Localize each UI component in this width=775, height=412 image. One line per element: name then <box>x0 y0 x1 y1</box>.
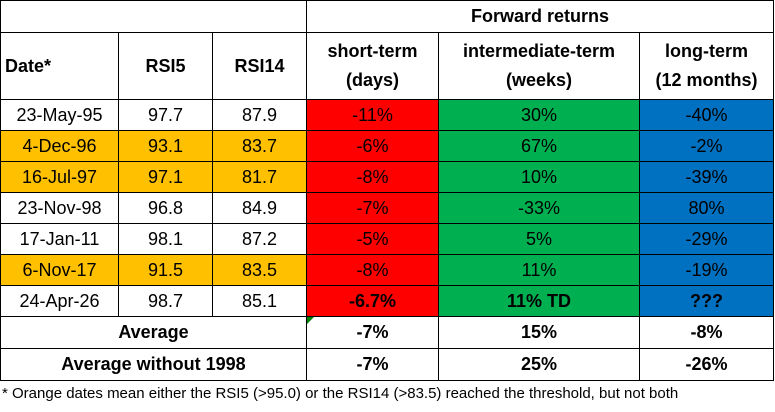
intermediate-term-return-cell: 67% <box>438 130 641 162</box>
long-term-return-cell: -29% <box>639 223 775 255</box>
date-cell: 6-Nov-17 <box>0 254 119 286</box>
short-term-return-cell: -8% <box>306 254 440 286</box>
rsi14-cell: 87.9 <box>211 99 308 131</box>
long-term-return-cell: 80% <box>639 192 775 224</box>
rsi5-column-header: RSI5 <box>118 32 213 100</box>
date-cell: 23-May-95 <box>0 99 119 131</box>
rsi-returns-table: Forward returns Date* RSI5 RSI14 short-t… <box>0 0 775 381</box>
intermediate-term-return-cell: -33% <box>438 192 641 224</box>
rsi5-cell: 93.1 <box>118 130 213 162</box>
average-short-term: -7% <box>306 316 440 349</box>
short-term-column-header: short-term (days) <box>306 32 440 100</box>
short-term-return-cell: -6% <box>306 130 440 162</box>
header-blank-cell <box>0 0 308 33</box>
date-cell: 24-Apr-26 <box>0 285 119 317</box>
short-term-return-cell: -6.7% <box>306 285 440 317</box>
intermediate-term-return-cell: 10% <box>438 161 641 193</box>
rsi14-cell: 81.7 <box>211 161 308 193</box>
date-cell: 4-Dec-96 <box>0 130 119 162</box>
table-row: 6-Nov-17 91.5 83.5 -8% 11% -19% <box>0 254 775 286</box>
date-column-header: Date* <box>0 32 119 100</box>
rsi14-cell: 85.1 <box>211 285 308 317</box>
footnote: * Orange dates mean either the RSI5 (>95… <box>2 385 679 402</box>
intermediate-term-return-cell: 11% TD <box>438 285 641 317</box>
long-term-column-header: long-term (12 months) <box>639 32 775 100</box>
long-term-return-cell: ??? <box>639 285 775 317</box>
long-term-return-cell: -39% <box>639 161 775 193</box>
short-term-return-cell: -11% <box>306 99 440 131</box>
average-ex-short-term: -7% <box>306 348 440 381</box>
average-intermediate-term: 15% <box>438 316 641 349</box>
long-term-return-cell: -40% <box>639 99 775 131</box>
short-term-return-cell: -7% <box>306 192 440 224</box>
short-term-label: short-term <box>327 41 418 61</box>
table-row: 23-May-95 97.7 87.9 -11% 30% -40% <box>0 99 775 131</box>
rsi14-cell: 84.9 <box>211 192 308 224</box>
table-row: 23-Nov-98 96.8 84.9 -7% -33% 80% <box>0 192 775 224</box>
rsi5-cell: 98.1 <box>118 223 213 255</box>
date-cell: 23-Nov-98 <box>0 192 119 224</box>
date-cell: 16-Jul-97 <box>0 161 119 193</box>
average-ex-intermediate-term: 25% <box>438 348 641 381</box>
short-term-return-cell: -5% <box>306 223 440 255</box>
date-cell: 17-Jan-11 <box>0 223 119 255</box>
intermediate-term-unit: (weeks) <box>505 70 573 90</box>
rsi5-cell: 98.7 <box>118 285 213 317</box>
rsi14-column-header: RSI14 <box>211 32 308 100</box>
long-term-return-cell: -2% <box>639 130 775 162</box>
average-ex-long-term: -26% <box>639 348 775 381</box>
long-term-label: long-term <box>665 41 749 61</box>
intermediate-term-return-cell: 11% <box>438 254 641 286</box>
rsi14-cell: 87.2 <box>211 223 308 255</box>
average-long-term: -8% <box>639 316 775 349</box>
table-row: 16-Jul-97 97.1 81.7 -8% 10% -39% <box>0 161 775 193</box>
table-row: 4-Dec-96 93.1 83.7 -6% 67% -2% <box>0 130 775 162</box>
long-term-return-cell: -19% <box>639 254 775 286</box>
average-without-1998-row: Average without 1998 -7% 25% -26% <box>0 348 775 381</box>
rsi5-cell: 96.8 <box>118 192 213 224</box>
average-row: Average -7% 15% -8% <box>0 316 775 349</box>
table-row: 17-Jan-11 98.1 87.2 -5% 5% -29% <box>0 223 775 255</box>
intermediate-term-return-cell: 5% <box>438 223 641 255</box>
average-without-1998-label: Average without 1998 <box>0 348 308 381</box>
table-row-current: 24-Apr-26 98.7 85.1 -6.7% 11% TD ??? <box>0 285 775 317</box>
rsi5-cell: 97.1 <box>118 161 213 193</box>
rsi14-cell: 83.5 <box>211 254 308 286</box>
average-label: Average <box>0 316 308 349</box>
short-term-unit: (days) <box>346 70 400 90</box>
intermediate-term-return-cell: 30% <box>438 99 641 131</box>
rsi5-cell: 91.5 <box>118 254 213 286</box>
intermediate-term-column-header: intermediate-term (weeks) <box>438 32 641 100</box>
long-term-unit: (12 months) <box>655 70 758 90</box>
rsi14-cell: 83.7 <box>211 130 308 162</box>
intermediate-term-label: intermediate-term <box>462 41 616 61</box>
short-term-return-cell: -8% <box>306 161 440 193</box>
rsi5-cell: 97.7 <box>118 99 213 131</box>
forward-returns-header: Forward returns <box>306 0 775 33</box>
